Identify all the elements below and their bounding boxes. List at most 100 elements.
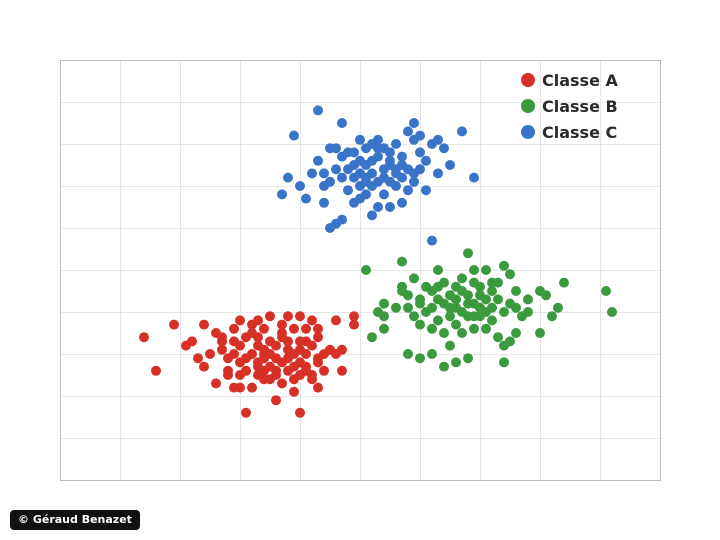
point-classe-c xyxy=(403,126,413,137)
point-classe-a xyxy=(271,340,281,351)
point-classe-a xyxy=(259,323,269,334)
point-classe-c xyxy=(349,197,359,208)
point-classe-b xyxy=(361,265,371,275)
point-classe-c xyxy=(385,202,395,212)
point-classe-c xyxy=(367,210,377,221)
point-classe-b xyxy=(397,256,407,267)
point-classe-a xyxy=(277,328,287,338)
point-classe-b xyxy=(505,269,515,280)
point-classe-b xyxy=(445,311,455,322)
point-classe-c xyxy=(391,181,401,191)
point-classe-a xyxy=(247,349,257,359)
point-classe-a xyxy=(313,332,323,343)
point-classe-c xyxy=(373,151,383,162)
point-classe-c xyxy=(343,185,353,196)
point-classe-b xyxy=(463,248,473,259)
point-classe-c xyxy=(421,185,431,196)
point-classe-b xyxy=(463,290,473,301)
point-classe-b xyxy=(499,260,509,271)
credit-badge: © Géraud Benazet xyxy=(10,510,140,530)
point-classe-a xyxy=(337,365,347,376)
point-classe-c xyxy=(397,197,407,208)
point-classe-c xyxy=(439,143,449,154)
point-classe-c xyxy=(403,185,413,196)
point-classe-a xyxy=(199,319,209,330)
point-classe-b xyxy=(457,328,467,338)
point-classe-b xyxy=(493,294,503,305)
point-classe-b xyxy=(403,302,413,313)
point-classe-a xyxy=(259,365,269,376)
point-classe-a xyxy=(295,336,305,347)
point-classe-a xyxy=(313,382,323,393)
point-classe-c xyxy=(337,172,347,183)
point-classe-b xyxy=(487,286,497,296)
point-classe-c xyxy=(313,155,323,166)
point-classe-b xyxy=(427,302,437,313)
point-classe-b xyxy=(415,353,425,364)
point-classe-b xyxy=(469,311,479,322)
point-classe-c xyxy=(469,172,479,183)
point-classe-b xyxy=(535,328,545,338)
point-classe-c xyxy=(295,181,305,191)
point-classe-b xyxy=(481,294,491,305)
point-classe-a xyxy=(199,361,209,372)
point-classe-a xyxy=(253,357,263,368)
point-classe-b xyxy=(517,311,527,322)
point-classe-b xyxy=(415,298,425,309)
point-classe-a xyxy=(301,323,311,334)
point-classe-b xyxy=(469,265,479,275)
point-classe-a xyxy=(169,319,179,330)
point-classe-b xyxy=(607,307,617,317)
point-classe-b xyxy=(499,307,509,317)
point-classe-c xyxy=(409,134,419,145)
point-classe-b xyxy=(505,336,515,347)
point-classe-a xyxy=(271,395,281,406)
point-classe-b xyxy=(445,340,455,351)
point-classe-a xyxy=(187,336,197,347)
point-classe-c xyxy=(409,176,419,187)
legend-label-classe-c: Classe C xyxy=(542,123,617,142)
point-classe-c xyxy=(391,168,401,179)
point-classe-a xyxy=(277,319,287,330)
point-classe-b xyxy=(397,286,407,296)
point-classe-a xyxy=(205,349,215,359)
point-classe-a xyxy=(295,407,305,418)
point-classe-b xyxy=(439,361,449,372)
point-classe-c xyxy=(289,130,299,141)
point-classe-c xyxy=(355,134,365,145)
point-classe-b xyxy=(451,319,461,330)
point-classe-c xyxy=(385,160,395,170)
legend-marker-classe-a xyxy=(521,73,535,87)
point-classe-b xyxy=(427,323,437,334)
legend: Classe A Classe B Classe C xyxy=(521,71,618,142)
point-classe-a xyxy=(319,365,329,376)
point-classe-c xyxy=(421,155,431,166)
point-classe-a xyxy=(337,344,347,355)
point-classe-b xyxy=(409,311,419,322)
point-classe-c xyxy=(301,193,311,204)
point-classe-c xyxy=(349,147,359,158)
point-classe-a xyxy=(229,349,239,359)
point-classe-a xyxy=(235,340,245,351)
point-classe-a xyxy=(307,374,317,385)
point-classe-a xyxy=(253,332,263,343)
point-classe-b xyxy=(481,323,491,334)
point-classe-b xyxy=(511,328,521,338)
point-classe-c xyxy=(355,155,365,166)
point-classe-c xyxy=(427,235,437,246)
point-classe-a xyxy=(313,357,323,368)
point-classe-a xyxy=(223,370,233,380)
point-classe-c xyxy=(367,168,377,179)
plot-frame xyxy=(60,60,661,481)
point-classe-c xyxy=(379,189,389,200)
point-classe-b xyxy=(487,302,497,313)
point-classe-b xyxy=(403,349,413,359)
point-classe-b xyxy=(367,332,377,343)
point-classe-a xyxy=(265,311,275,322)
point-classe-a xyxy=(217,344,227,355)
point-classe-c xyxy=(397,160,407,170)
point-classe-a xyxy=(277,378,287,389)
point-classe-b xyxy=(433,315,443,326)
point-classe-b xyxy=(601,286,611,296)
